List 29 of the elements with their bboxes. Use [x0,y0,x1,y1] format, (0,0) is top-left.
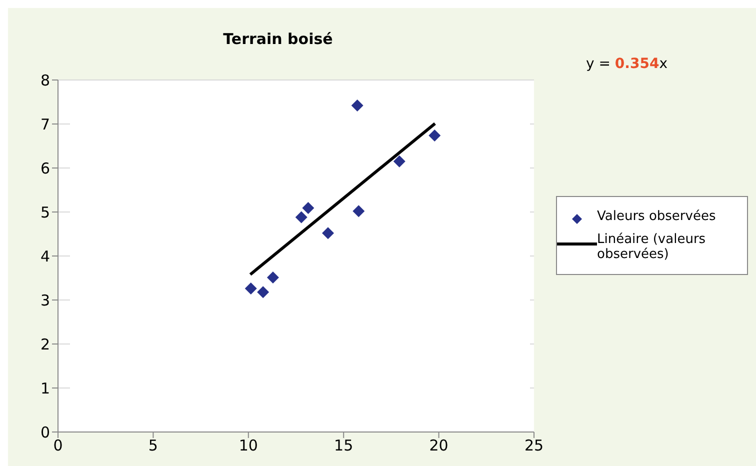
x-tick-label: 10 [238,436,258,455]
point [244,282,257,295]
y-tick-label: 5 [40,203,50,222]
legend-label: Valeurs observées [597,209,716,224]
x-tick-label: 5 [148,436,158,455]
point [266,272,279,284]
point [428,129,441,142]
point [322,227,334,240]
point [351,100,364,112]
y-tick-label: 3 [40,291,50,310]
y-tick-label: 8 [40,71,50,90]
y-tick-label: 0 [40,423,50,442]
point [302,202,314,214]
x-tick-label: 15 [334,436,354,455]
x-tick-label: 25 [524,436,544,455]
y-tick-label: 6 [40,159,50,178]
point [352,205,365,218]
point [295,211,308,224]
y-tick-label: 4 [40,247,50,266]
point [393,155,406,168]
y-tick-label: 2 [40,335,50,354]
x-tick-label: 20 [429,436,448,455]
y-tick-label: 1 [40,379,50,398]
legend-label: Linéaire (valeurs observées) [597,232,707,262]
y-tick-label: 7 [40,115,50,134]
x-tick-label: 0 [53,436,63,455]
chart-title: Terrain boisé [222,30,334,48]
point [257,286,270,298]
text: y = 0.354x [586,56,668,72]
